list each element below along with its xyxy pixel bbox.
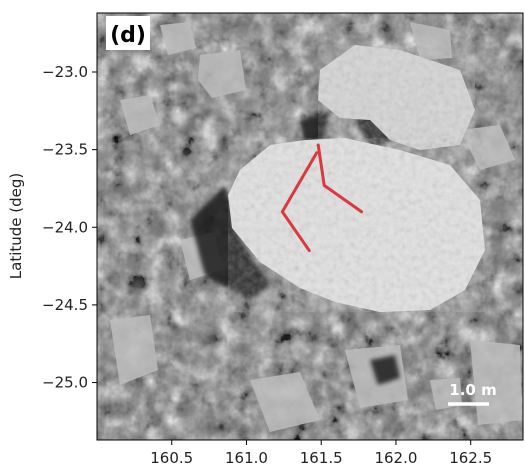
panel-label: (d)	[110, 23, 146, 48]
y-tick-label: −25.0	[42, 374, 88, 392]
main-boulder	[228, 138, 485, 312]
x-tick-label: 161.5	[300, 449, 343, 467]
fracture-trace	[280, 151, 319, 253]
x-tick-label: 161.0	[225, 449, 268, 467]
panel-label-bg	[106, 16, 150, 50]
upper-boulder	[318, 45, 475, 150]
x-tick-label: 160.5	[150, 449, 193, 467]
plot-border	[96, 12, 524, 441]
surface-image	[97, 13, 523, 440]
x-tick-label: 162.0	[374, 449, 417, 467]
fracture-traces	[280, 143, 364, 253]
x-tick-label: 162.5	[449, 449, 492, 467]
y-tick-label: −24.0	[42, 218, 88, 236]
y-tick-label: −23.5	[42, 141, 88, 159]
x-ticks: 160.5 161.0 161.5 162.0 162.5	[150, 440, 492, 467]
y-tick-label: −24.5	[42, 296, 88, 314]
y-ticks: −23.0 −23.5 −24.0 −24.5 −25.0	[42, 63, 97, 392]
y-tick-label: −23.0	[42, 63, 88, 81]
y-axis-label: Latitude (deg)	[7, 173, 25, 279]
fracture-trace	[316, 143, 364, 214]
scale-bar-label: 1.0 m	[449, 381, 496, 399]
scale-bar: 1.0 m	[448, 381, 497, 406]
